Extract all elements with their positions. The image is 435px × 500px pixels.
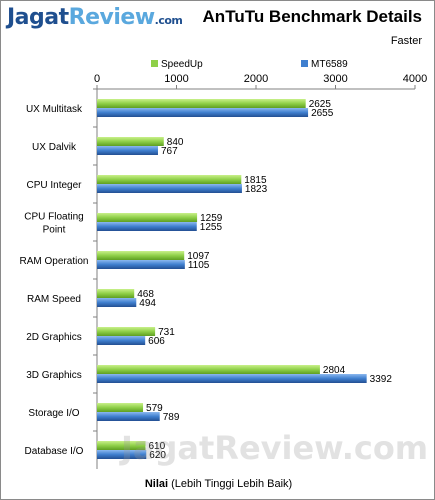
category-label-storage-i-o: Storage I/O [28,408,79,419]
bar-speedup-ux-dalvik [97,137,164,146]
value-label-speedup-ram-speed: 468 [137,289,154,300]
chart-title: AnTuTu Benchmark Details [202,7,422,26]
value-label-mt6589-database-i-o: 620 [149,450,166,461]
x-tick-label: 3000 [323,73,347,85]
category-label-cpu-floating-point: CPU Floating [24,212,83,223]
bar-mt6589-database-i-o [97,450,147,459]
x-axis-label-rest: (Lebih Tinggi Lebih Baik) [168,478,293,490]
value-label-speedup-cpu-floating-point: 1259 [200,213,223,224]
value-label-speedup-2d-graphics: 731 [158,327,175,338]
value-label-speedup-cpu-integer: 1815 [244,175,267,186]
legend-swatch-speedup [151,60,158,67]
category-label-ram-operation: RAM Operation [20,256,89,267]
category-label-2d-graphics: 2D Graphics [26,332,82,343]
value-label-mt6589-ux-multitask: 2655 [311,108,334,119]
x-tick-label: 4000 [403,73,427,85]
jagatreview-logo: JagatReview.com [7,5,183,35]
bar-mt6589-storage-i-o [97,412,160,421]
bar-speedup-ram-speed [97,289,135,298]
bar-speedup-database-i-o [97,441,146,450]
bar-mt6589-ram-operation [97,260,185,269]
legend-item-speedup: SpeedUp [151,59,203,70]
legend-item-mt6589: MT6589 [301,59,348,70]
category-label-cpu-integer: CPU Integer [26,180,82,191]
category-label-ux-multitask: UX Multitask [26,104,83,115]
value-label-mt6589-3d-graphics: 3392 [370,374,393,385]
value-label-mt6589-ux-dalvik: 767 [161,146,178,157]
logo-text-suffix: .com [154,14,183,27]
logo-text-review: Review [68,5,156,30]
bar-speedup-2d-graphics [97,327,156,336]
category-label-3d-graphics: 3D Graphics [26,370,82,381]
value-label-speedup-ram-operation: 1097 [187,251,210,262]
logo-text-jagat: Jagat [7,5,69,30]
value-label-speedup-3d-graphics: 2804 [323,365,346,376]
bar-speedup-storage-i-o [97,403,144,412]
x-tick-label: 2000 [244,73,268,85]
x-axis-label-bold: Nilai [144,478,169,490]
bar-mt6589-ram-speed [97,298,137,307]
bar-speedup-ux-multitask [97,99,306,108]
bar-mt6589-ux-dalvik [97,146,158,155]
bar-mt6589-cpu-integer [97,184,242,193]
bar-speedup-ram-operation [97,251,185,260]
bar-speedup-cpu-integer [97,175,242,184]
bar-mt6589-3d-graphics [97,374,367,383]
bar-mt6589-ux-multitask [97,108,309,117]
value-label-mt6589-2d-graphics: 606 [148,336,165,347]
bar-speedup-3d-graphics [97,365,320,374]
value-label-mt6589-ram-operation: 1105 [188,260,210,271]
value-label-speedup-database-i-o: 610 [148,441,165,452]
value-label-mt6589-storage-i-o: 789 [163,412,180,423]
x-axis-label: Nilai (Lebih Tinggi Lebih Baik) [1,478,434,490]
category-label-ram-speed: RAM Speed [27,294,81,305]
legend-swatch-mt6589 [301,60,308,67]
legend-label-mt6589: MT6589 [311,59,348,70]
value-label-mt6589-cpu-floating-point: 1255 [200,222,223,233]
chart-subtitle: Faster [390,35,422,47]
chart-legend: SpeedUp MT6589 [151,59,411,73]
bar-mt6589-cpu-floating-point [97,222,197,231]
x-tick-label: 0 [94,73,100,85]
value-label-mt6589-ram-speed: 494 [139,298,156,309]
bar-mt6589-2d-graphics [97,336,146,345]
bar-speedup-cpu-floating-point [97,213,198,222]
legend-label-speedup: SpeedUp [161,59,203,70]
value-label-mt6589-cpu-integer: 1823 [245,184,268,195]
value-label-speedup-storage-i-o: 579 [146,403,163,414]
x-tick-label: 1000 [164,73,188,85]
value-label-speedup-ux-dalvik: 840 [167,137,184,148]
category-label-cpu-floating-point: Point [43,225,66,236]
category-label-ux-dalvik: UX Dalvik [32,142,77,153]
category-label-database-i-o: Database I/O [25,446,84,457]
value-label-speedup-ux-multitask: 2625 [309,99,332,110]
